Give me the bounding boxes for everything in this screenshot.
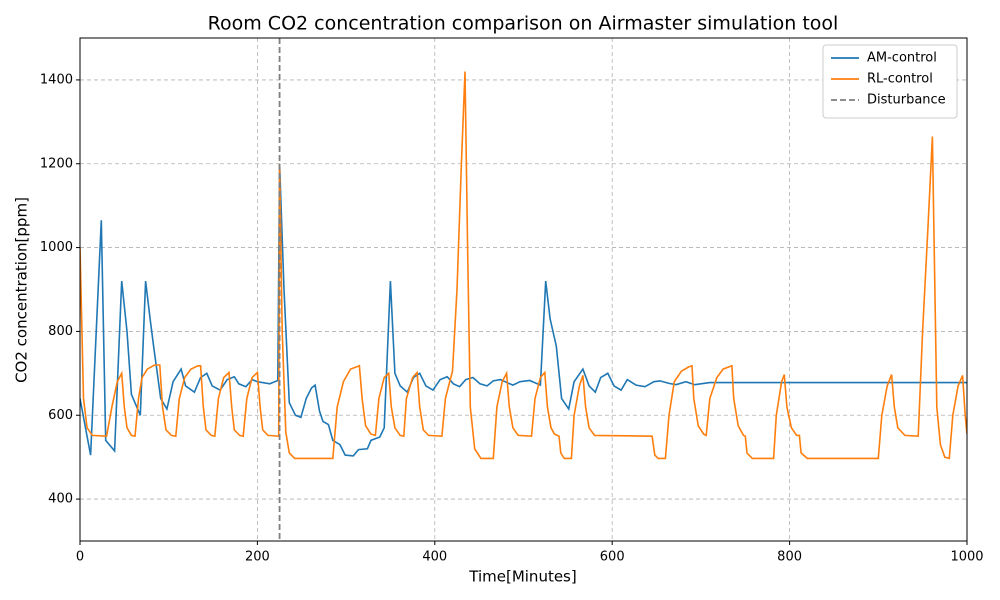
- x-axis-label: Time[Minutes]: [468, 568, 576, 586]
- y-tick-label: 1200: [40, 156, 73, 171]
- y-tick-label: 1400: [40, 72, 73, 87]
- x-tick-label: 400: [422, 550, 447, 565]
- legend-label: Disturbance: [867, 93, 946, 108]
- x-tick-label: 200: [245, 550, 270, 565]
- plot-frame: [79, 37, 968, 542]
- x-tick-label: 800: [777, 550, 802, 565]
- y-tick-label: 600: [48, 408, 73, 423]
- chart-title: Room CO2 concentration comparison on Air…: [208, 13, 839, 35]
- y-tick-label: 1000: [40, 240, 73, 255]
- legend-label: RL-control: [867, 72, 933, 87]
- legend-box: [822, 44, 958, 119]
- y-tick-label: 800: [48, 324, 73, 339]
- x-tick-label: 600: [600, 550, 625, 565]
- line-series: [80, 71, 967, 460]
- x-tick-label: 1000: [950, 550, 983, 565]
- x-tick-label: 0: [76, 550, 84, 565]
- line-series: [80, 163, 967, 457]
- y-axis-label: CO2 concentration[ppm]: [13, 197, 31, 383]
- y-tick-label: 400: [48, 492, 73, 507]
- legend-label: AM-control: [867, 51, 937, 66]
